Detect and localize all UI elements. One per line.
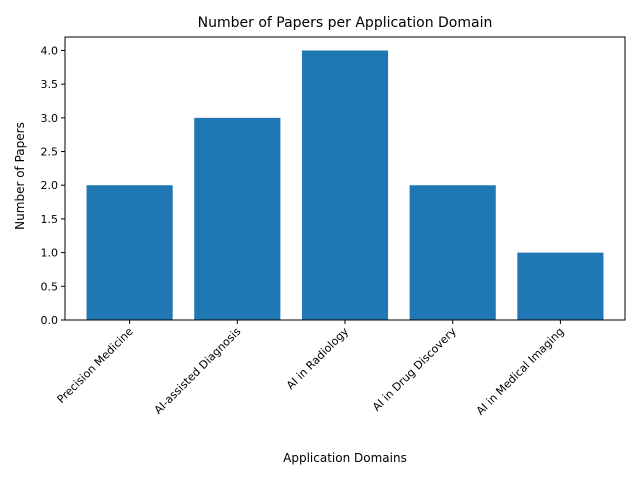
bar bbox=[301, 50, 389, 320]
y-axis-label: Number of Papers bbox=[13, 122, 27, 230]
y-tick-label: 0.0 bbox=[41, 314, 59, 327]
y-tick-label: 2.0 bbox=[41, 179, 59, 192]
bar bbox=[86, 185, 173, 320]
y-tick-label: 1.5 bbox=[41, 213, 59, 226]
x-tick-label: AI-assisted Diagnosis bbox=[152, 325, 244, 417]
x-tick-label: AI in Medical Imaging bbox=[474, 325, 567, 418]
x-tick-label: AI in Drug Discovery bbox=[370, 325, 459, 414]
plot-area bbox=[64, 36, 626, 321]
x-tick-label: Precision Medicine bbox=[55, 325, 136, 406]
y-axis-ticks: 0.0 0.5 1.0 1.5 2.0 2.5 3.0 3.5 4.0 bbox=[41, 44, 65, 327]
y-tick-label: 0.5 bbox=[41, 280, 59, 293]
x-axis-label: Application Domains bbox=[283, 451, 407, 465]
bar bbox=[409, 185, 496, 320]
y-tick-label: 3.5 bbox=[41, 78, 59, 91]
x-tick-label: AI in Radiology bbox=[284, 325, 352, 393]
bar bbox=[517, 252, 604, 320]
x-axis-ticks: Precision Medicine AI-assisted Diagnosis A… bbox=[55, 320, 567, 418]
bar bbox=[194, 117, 281, 320]
y-tick-label: 2.5 bbox=[41, 146, 59, 159]
y-tick-label: 4.0 bbox=[41, 44, 59, 57]
y-tick-label: 1.0 bbox=[41, 247, 59, 260]
y-tick-label: 3.0 bbox=[41, 112, 59, 125]
chart-title: Number of Papers per Application Domain bbox=[198, 15, 493, 31]
